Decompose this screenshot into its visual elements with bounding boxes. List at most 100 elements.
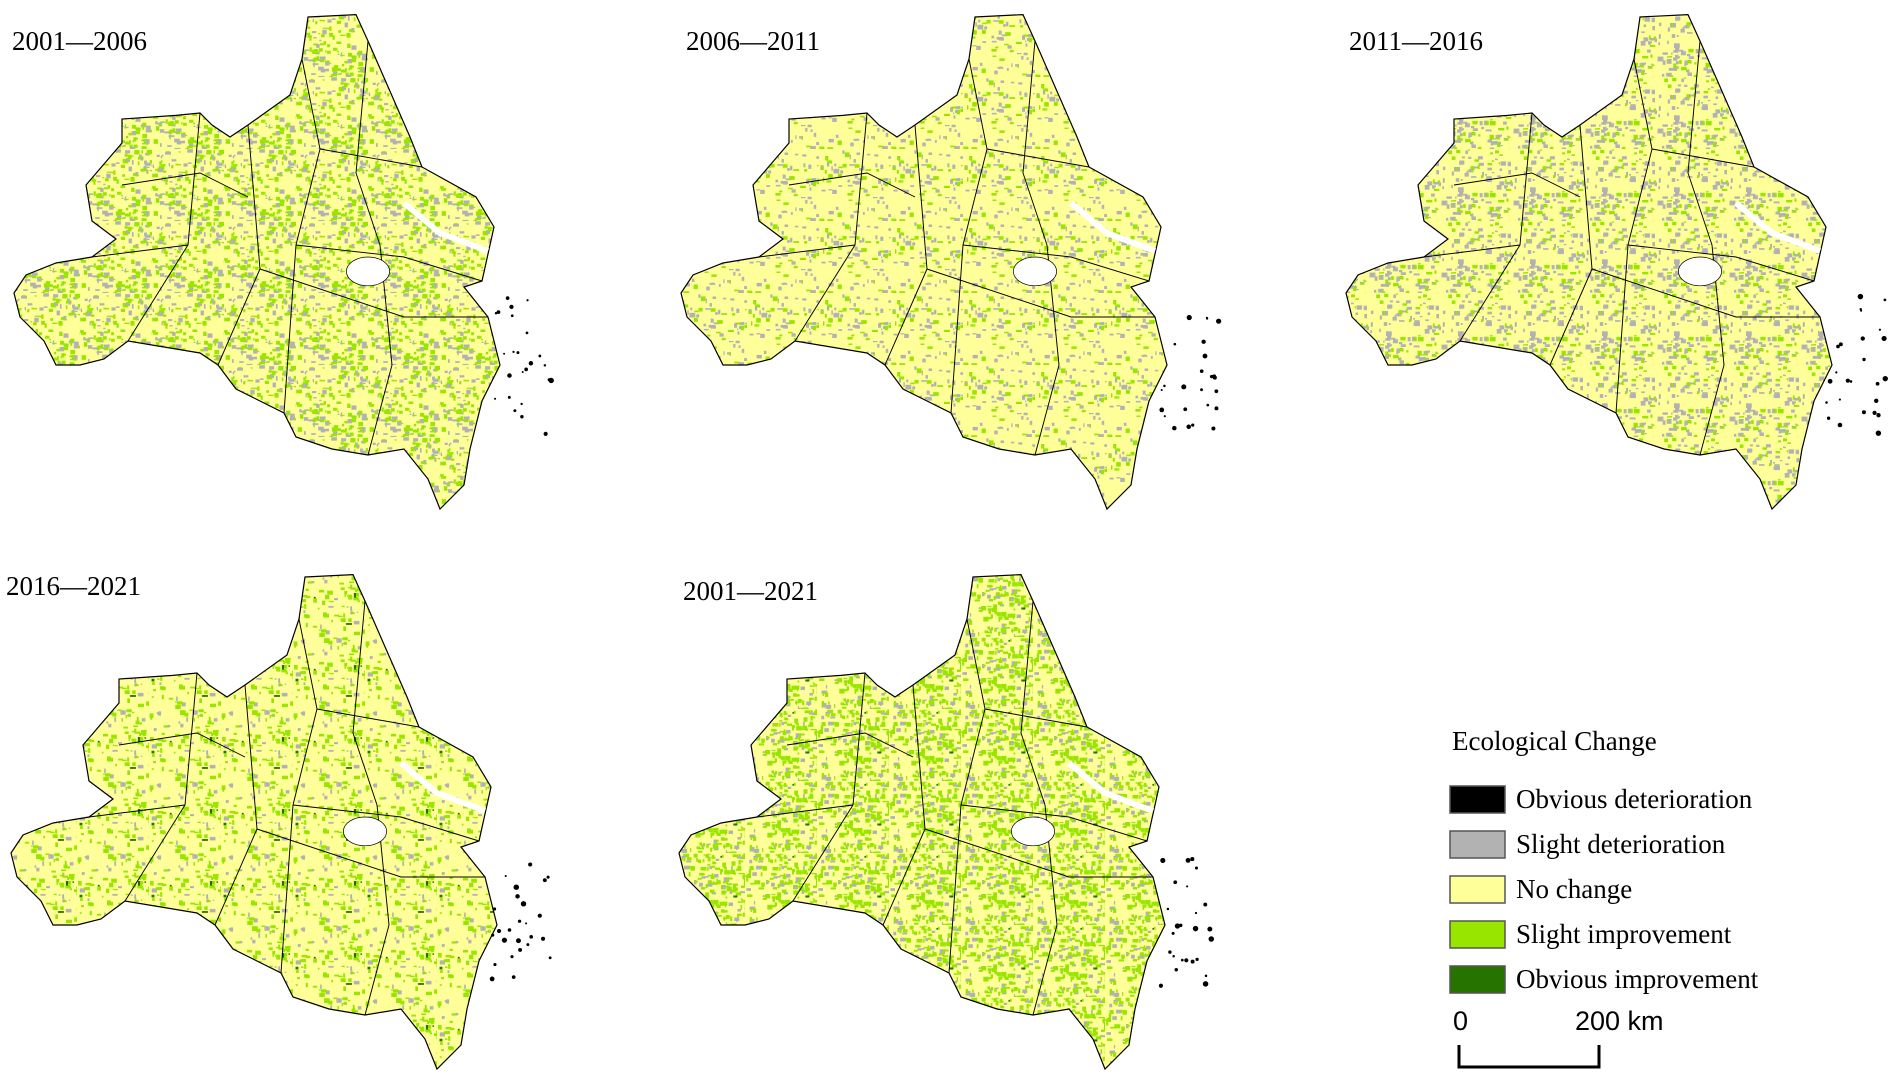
island: [1174, 923, 1181, 929]
island: [1180, 958, 1184, 962]
island: [1837, 422, 1843, 428]
island: [1862, 357, 1866, 362]
island: [1172, 954, 1175, 958]
island: [1194, 911, 1198, 915]
island: [548, 377, 554, 384]
river: [1734, 200, 1822, 254]
island: [1874, 398, 1879, 403]
island: [543, 431, 548, 436]
island: [1203, 902, 1208, 907]
region-fill: [678, 573, 1166, 1071]
island: [548, 956, 552, 960]
map-panel: [13, 13, 554, 511]
island: [1160, 388, 1163, 392]
map-panel: [1345, 13, 1888, 511]
island: [1836, 344, 1840, 349]
island: [507, 928, 512, 932]
legend-swatch: [1449, 830, 1506, 859]
lake: [1379, 224, 1409, 242]
lake: [1013, 256, 1057, 287]
panel-label: 2016—2021: [6, 571, 141, 601]
island: [1173, 342, 1177, 346]
island: [541, 936, 546, 941]
island: [1838, 398, 1841, 401]
island: [504, 874, 507, 878]
island: [1826, 416, 1831, 420]
lake: [712, 784, 742, 802]
island: [489, 976, 495, 982]
island: [513, 409, 517, 413]
island: [496, 310, 501, 314]
island: [525, 922, 528, 925]
region-fill: [10, 573, 498, 1071]
scale-start: 0: [1453, 1006, 1468, 1036]
island: [1882, 375, 1888, 382]
county-boundaries: [758, 40, 1156, 456]
map-panel: [678, 573, 1215, 1071]
lake: [44, 784, 74, 802]
island: [517, 919, 522, 923]
island: [1202, 981, 1209, 987]
island: [493, 962, 497, 967]
island: [1163, 384, 1166, 388]
island: [505, 296, 510, 300]
island: [1173, 880, 1178, 885]
island: [1835, 371, 1838, 374]
island: [512, 350, 515, 354]
lake: [47, 224, 77, 242]
island: [501, 937, 508, 943]
island: [1168, 950, 1172, 954]
legend-label: Slight improvement: [1516, 919, 1732, 949]
island: [526, 299, 529, 302]
island: [1158, 983, 1163, 988]
island: [526, 943, 530, 947]
island: [1181, 384, 1187, 390]
lake: [1011, 816, 1055, 847]
legend-swatch: [1449, 875, 1506, 904]
island: [520, 415, 524, 419]
island: [1875, 381, 1880, 386]
island: [1876, 413, 1881, 418]
island: [1174, 968, 1178, 972]
island: [1183, 407, 1188, 412]
river: [1067, 760, 1155, 814]
island: [507, 395, 511, 399]
scale-line: [1457, 1045, 1601, 1069]
island: [1881, 335, 1887, 342]
island: [1212, 374, 1217, 379]
map-panel: [10, 573, 552, 1071]
panel-label: 2011—2016: [1349, 26, 1483, 56]
island: [1878, 328, 1882, 331]
island: [1208, 936, 1215, 942]
island: [509, 304, 514, 310]
island: [1825, 401, 1828, 404]
panel-label: 2001—2006: [12, 26, 147, 56]
island: [537, 913, 542, 918]
island: [1875, 430, 1882, 436]
island: [1190, 857, 1195, 862]
island: [1159, 407, 1165, 413]
island: [516, 351, 520, 355]
island: [1191, 423, 1195, 427]
island: [1190, 959, 1195, 964]
map-panel: [680, 13, 1222, 511]
legend-label: Obvious improvement: [1516, 964, 1759, 994]
panel-label: 2006—2011: [686, 26, 820, 56]
legend-swatch: [1449, 785, 1506, 814]
island: [494, 397, 497, 400]
island: [520, 402, 523, 406]
island: [1178, 923, 1183, 928]
island: [1214, 389, 1219, 394]
river: [399, 760, 487, 814]
island: [542, 878, 547, 883]
island: [546, 875, 550, 879]
island: [1195, 957, 1199, 961]
scale-end: 200 km: [1575, 1006, 1664, 1036]
island: [1207, 926, 1213, 932]
island: [529, 935, 533, 939]
island: [1163, 415, 1166, 418]
island: [515, 894, 520, 899]
legend-label: No change: [1516, 874, 1632, 904]
island: [511, 975, 516, 979]
